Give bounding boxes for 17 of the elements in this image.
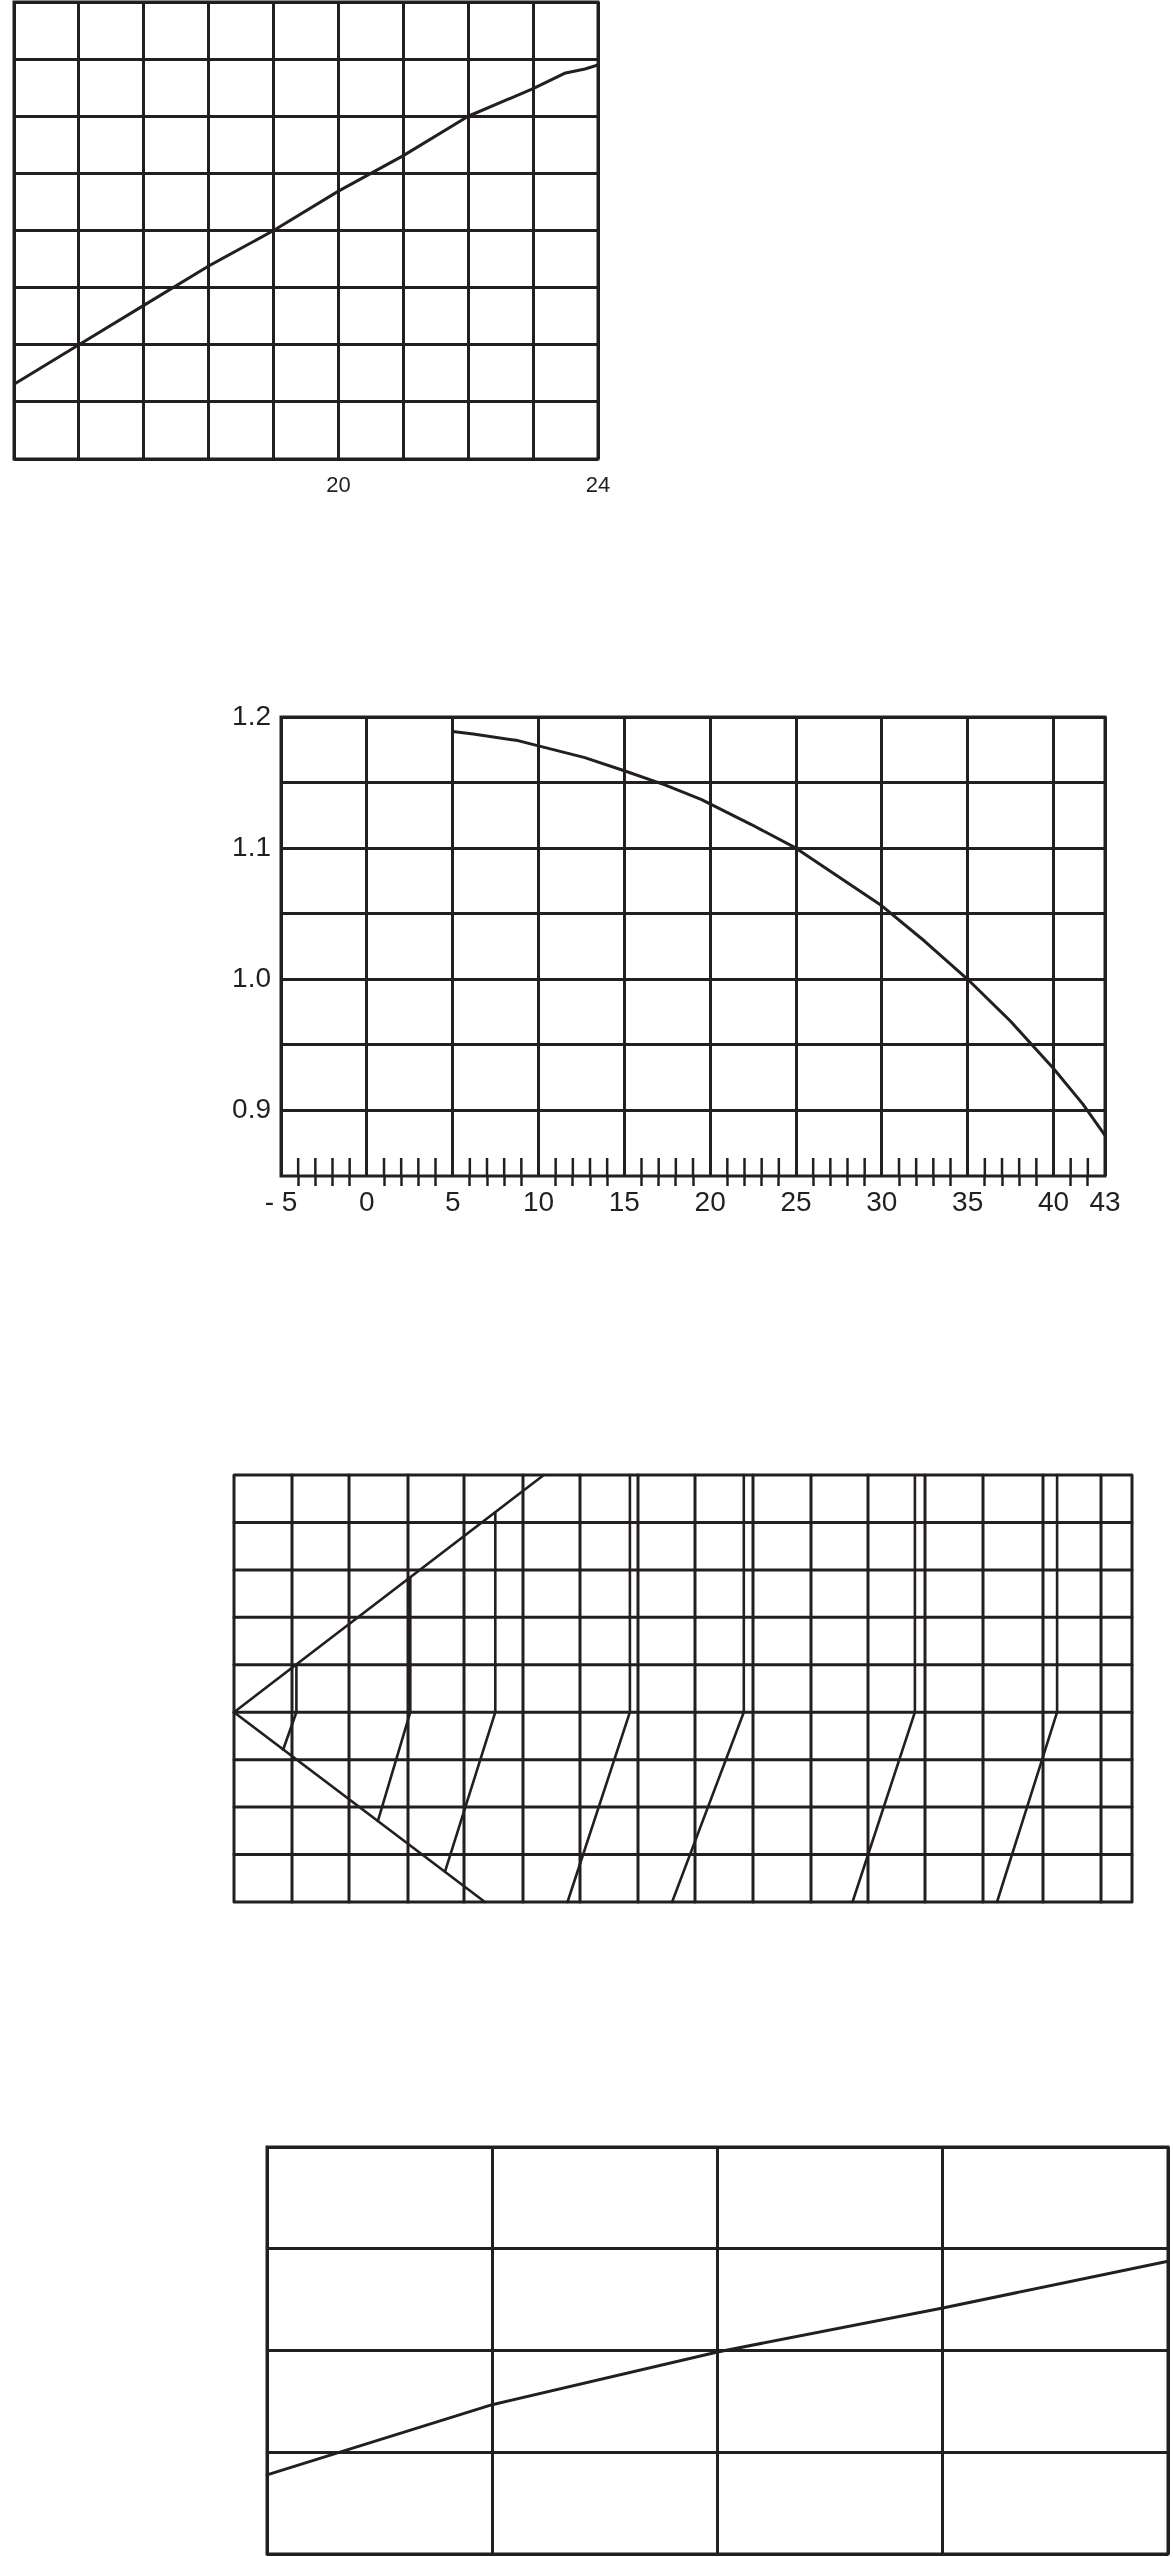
x-tick-label: 20 (326, 472, 351, 498)
x-tick-label: 43 (1089, 1185, 1121, 1217)
x-tick-label: 5 (444, 1185, 461, 1217)
x-tick-label: 24 (585, 472, 611, 498)
x-tick-label: 10 (522, 1185, 555, 1217)
x-tick-label: 35 (952, 1185, 984, 1217)
x-tick-label: 40 (1037, 1185, 1070, 1217)
x-tick-label: 15 (608, 1185, 640, 1217)
y-tick-label: 1.2 (232, 699, 271, 731)
x-tick-label: 25 (780, 1185, 812, 1217)
x-tick-label: 0 (359, 1185, 375, 1217)
x-tick-label: 30 (866, 1185, 898, 1217)
y-tick-label: 1.0 (232, 962, 271, 993)
x-tick-label: - 5 (264, 1185, 298, 1217)
y-tick-label: 0.9 (232, 1093, 271, 1125)
x-tick-label: 20 (694, 1185, 726, 1217)
y-tick-label: 1.1 (232, 830, 271, 862)
